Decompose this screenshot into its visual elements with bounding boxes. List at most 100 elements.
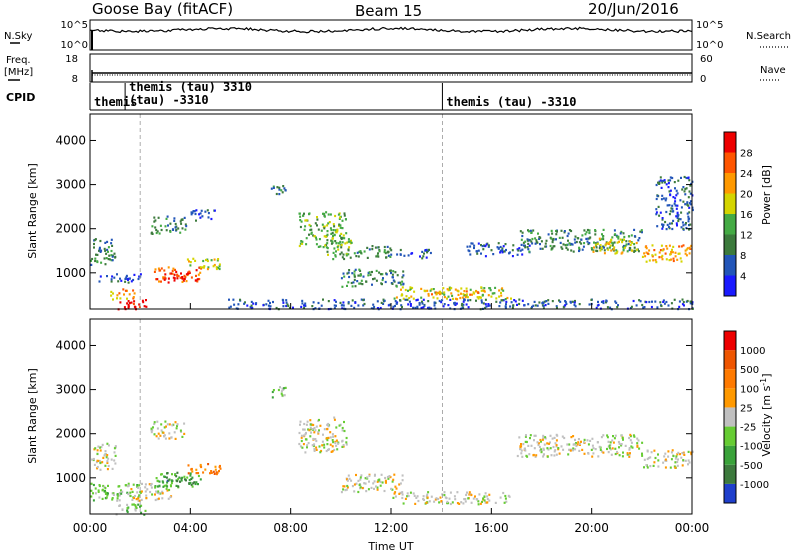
power-group-cell: [501, 287, 504, 290]
vel-group-cell: [611, 447, 614, 450]
power-group-cell: [658, 181, 661, 184]
vel-group-cell: [547, 448, 550, 451]
vel-group-cell: [335, 444, 338, 447]
power-group-cell: [185, 225, 188, 228]
vel-group-cell: [608, 444, 611, 447]
power-group-cell: [185, 280, 188, 283]
power-group-cell: [616, 306, 619, 309]
power-group-cell: [500, 294, 503, 297]
vel-group-cell: [107, 444, 110, 447]
cpid-segment-text: themis (tau) 3310: [129, 80, 252, 94]
vel-group-cell: [310, 431, 313, 434]
power-group-cell: [619, 238, 622, 241]
vel-group-cell: [126, 510, 129, 514]
power-group-cell: [375, 269, 378, 272]
power-group-cell: [607, 248, 610, 251]
power-group-cell: [90, 263, 93, 266]
power-group-cell: [452, 297, 454, 300]
power-group-cell: [195, 274, 197, 277]
power-group-cell: [665, 228, 668, 231]
power-group-cell: [163, 276, 166, 279]
vel-group-cell: [113, 459, 116, 462]
power-group-cell: [622, 248, 625, 251]
power-group-cell: [687, 177, 690, 180]
power-group-cell: [399, 299, 401, 302]
power-group-cell: [199, 266, 202, 269]
vel-group-cell: [176, 471, 179, 474]
power-group-cell: [362, 299, 365, 302]
power-group-cell: [127, 304, 130, 307]
power-group-cell: [124, 277, 127, 280]
power-group-cell: [672, 196, 675, 199]
vel-group-cell: [611, 439, 614, 442]
vel-group-cell: [94, 447, 97, 450]
vel-group-cell: [96, 459, 99, 462]
power-group-cell: [566, 234, 569, 238]
vel-group-cell: [174, 437, 177, 440]
power-group-cell: [645, 251, 648, 254]
power-group-cell: [182, 279, 185, 282]
vel-group-cell: [106, 460, 109, 463]
power-group-cell: [425, 248, 428, 251]
power-group-cell: [343, 212, 346, 215]
vel-group-cell: [586, 439, 589, 442]
power-group-cell: [177, 227, 180, 230]
power-group-cell: [487, 304, 490, 307]
vel-group-cell: [132, 483, 135, 486]
power-group-cell: [498, 289, 501, 292]
vel-group-cell: [90, 489, 93, 492]
vel-group-cell: [550, 454, 553, 457]
power-group-cell: [308, 213, 310, 216]
vel-group-cell: [90, 482, 93, 485]
power-group-cell: [285, 304, 288, 308]
power-group-cell: [325, 246, 328, 249]
power-group-cell: [173, 273, 176, 276]
vel-group-cell: [379, 484, 382, 487]
vel-group-cell: [96, 449, 99, 452]
vel-group-cell: [116, 497, 119, 500]
vel-group-cell: [158, 492, 161, 495]
power-group-cell: [623, 238, 625, 241]
vel-group-cell: [537, 442, 540, 445]
power-group-cell: [155, 278, 158, 281]
vel-group-cell: [681, 452, 684, 455]
power-group-cell: [186, 258, 189, 261]
range-tick-label: 4000: [55, 133, 86, 147]
vel-group-cell: [520, 452, 523, 455]
freq-label-1: Freq.: [6, 55, 31, 66]
power-group-cell: [665, 258, 668, 261]
vel-group-cell: [504, 497, 507, 500]
power-group-cell: [526, 239, 529, 242]
power-group-cell: [322, 246, 325, 249]
vel-group-cell: [368, 480, 370, 483]
power-group-cell: [170, 272, 173, 275]
power-group-cell: [673, 181, 676, 184]
vel-group-cell: [342, 445, 345, 448]
power-group-cell: [383, 250, 386, 254]
vel-group-cell: [628, 455, 631, 458]
power-group-cell: [210, 259, 213, 262]
vel-group-cell: [607, 451, 610, 454]
power-group-cell: [498, 305, 501, 308]
power-group-cell: [340, 246, 343, 249]
power-group-cell: [530, 240, 533, 243]
power-group-cell: [565, 302, 568, 305]
colorbar-tick-label: 16: [740, 210, 753, 221]
power-group-cell: [601, 233, 603, 236]
power-group-cell: [550, 247, 553, 250]
power-group-cell: [672, 210, 675, 213]
power-group-cell: [368, 271, 371, 274]
vel-group-cell: [551, 437, 554, 440]
power-group-cell: [107, 250, 109, 253]
power-group-cell: [686, 201, 689, 204]
vel-group-cell: [190, 477, 193, 481]
power-group-cell: [138, 303, 141, 306]
vel-group-cell: [598, 445, 601, 448]
power-group-cell: [371, 245, 374, 248]
power-group-cell: [501, 299, 504, 302]
power-group-cell: [684, 252, 687, 255]
vel-group-cell: [521, 455, 524, 458]
power-group-cell: [544, 304, 547, 307]
vel-group-cell: [155, 490, 158, 493]
vel-group-cell: [479, 502, 482, 505]
